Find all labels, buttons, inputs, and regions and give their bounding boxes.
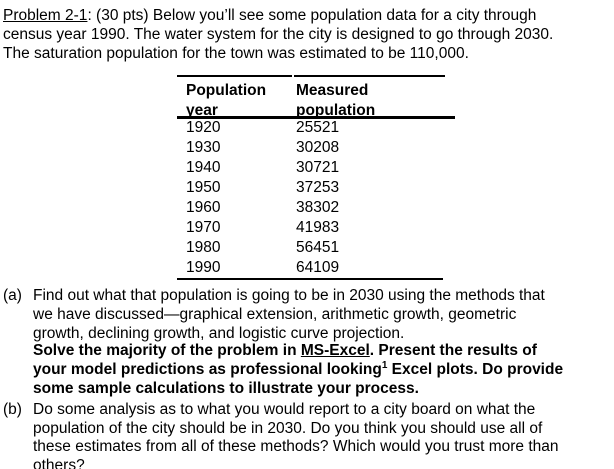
excel-instructions-line: Solve the majority of the problem in MS-… <box>33 341 563 360</box>
table-row: 1970 41983 <box>177 218 455 238</box>
year-cell: 1920 <box>186 118 221 136</box>
part-a-label: (a) <box>3 287 22 304</box>
population-cell: 25521 <box>296 118 340 136</box>
note-text: Solve the majority of the problem in <box>33 342 301 359</box>
ms-excel-label: MS-Excel <box>300 342 370 359</box>
table-bottom-border <box>177 277 443 280</box>
column-header-population-year: Population year <box>177 81 296 121</box>
population-cell: 38302 <box>296 198 340 216</box>
problem-intro-text: : (30 pts) Below you’ll see some populat… <box>87 7 537 24</box>
header-line: Measured <box>296 82 369 99</box>
population-cell: 64109 <box>296 258 340 276</box>
excel-instructions: Solve the majority of the problem in MS-… <box>33 341 563 398</box>
table-body: 1920 25521 1930 30208 1940 30721 1950 37… <box>177 118 455 278</box>
year-cell: 1990 <box>186 258 221 276</box>
problem-statement-line: census year 1990. The water system for t… <box>3 26 554 43</box>
problem-statement: Problem 2-1: (30 pts) Below you’ll see s… <box>3 6 553 63</box>
table-row: 1920 25521 <box>177 118 455 138</box>
header-line: population <box>296 102 376 119</box>
table-header-row: Population year Measured population <box>177 77 455 121</box>
part-b-line: others? <box>33 456 85 469</box>
population-cell: 30208 <box>296 138 340 156</box>
note-text: Excel plots. Do provide <box>387 361 564 378</box>
part-b-line: (b) Do some analysis as to what you would… <box>3 401 559 420</box>
population-cell: 56451 <box>296 238 340 256</box>
problem-statement-line: The saturation population for the town w… <box>3 45 469 62</box>
table-row: 1990 64109 <box>177 258 455 278</box>
part-b-line: population of the city should be in 2030… <box>33 419 543 437</box>
note-text: . Present the results of <box>369 342 537 359</box>
note-text: your model predictions as professional l… <box>33 361 382 378</box>
table-row: 1960 38302 <box>177 198 455 218</box>
header-line: year <box>186 102 218 119</box>
population-cell: 41983 <box>296 218 340 236</box>
part-b-text: Do some analysis as to what you would re… <box>33 401 536 418</box>
year-cell: 1970 <box>186 218 221 236</box>
part-a-line: (a) Find out what that population is goin… <box>3 286 545 305</box>
table-row: 1980 56451 <box>177 238 455 258</box>
problem-statement-line: Problem 2-1: (30 pts) Below you’ll see s… <box>3 6 553 25</box>
table-top-border <box>177 75 445 77</box>
table-row: 1930 30208 <box>177 138 455 158</box>
year-cell: 1960 <box>186 198 221 216</box>
part-a-line: we have discussed—graphical extension, a… <box>33 306 517 323</box>
part-b-line: these estimates from all of these method… <box>33 438 559 455</box>
part-b-label: (b) <box>3 401 22 418</box>
excel-instructions-line: your model predictions as professional l… <box>33 360 563 379</box>
table-row: 1940 30721 <box>177 158 455 178</box>
table-row: 1950 37253 <box>177 178 455 198</box>
part-a-line: growth, declining growth, and logistic c… <box>33 325 405 342</box>
excel-instructions-line: some sample calculations to illustrate y… <box>33 380 419 397</box>
year-cell: 1930 <box>186 138 221 156</box>
column-header-measured-population: Measured population <box>296 81 455 121</box>
year-cell: 1980 <box>186 238 221 256</box>
footnote-marker: 1 <box>381 359 388 371</box>
population-cell: 30721 <box>296 158 340 176</box>
population-table: Population year Measured population 1920… <box>177 75 455 280</box>
header-line: Population <box>186 82 267 99</box>
part-a-text: Find out what that population is going t… <box>33 287 545 304</box>
year-cell: 1940 <box>186 158 221 176</box>
table-header-underline <box>177 116 455 119</box>
part-b: (b) Do some analysis as to what you would… <box>3 401 559 469</box>
population-cell: 37253 <box>296 178 340 196</box>
problem-title: Problem 2-1 <box>3 7 88 24</box>
year-cell: 1950 <box>186 178 221 196</box>
part-a: (a) Find out what that population is goin… <box>3 286 545 343</box>
